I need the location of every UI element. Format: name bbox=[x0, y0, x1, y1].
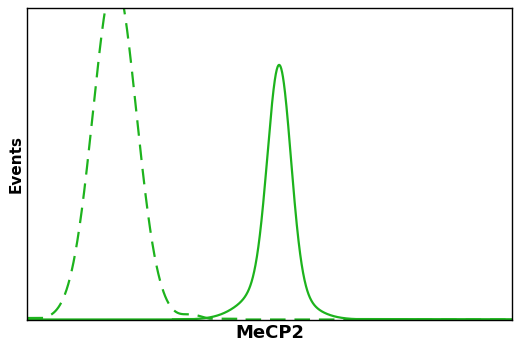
X-axis label: MeCP2: MeCP2 bbox=[235, 324, 304, 342]
Y-axis label: Events: Events bbox=[8, 135, 23, 193]
